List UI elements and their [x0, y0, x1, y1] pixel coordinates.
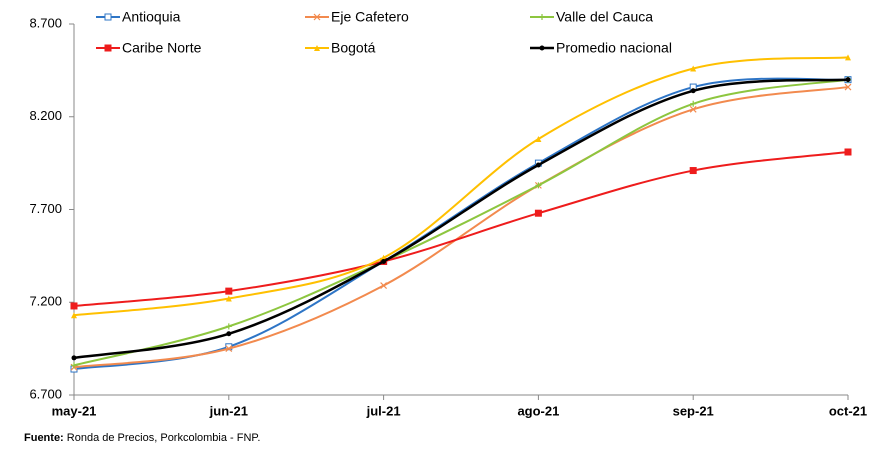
series-marker: [535, 136, 542, 143]
y-tick-label: 6.700: [29, 386, 62, 401]
series-marker: [534, 209, 542, 217]
y-tick-label: 8.200: [29, 108, 62, 123]
y-tick-label: 7.200: [29, 294, 62, 309]
series-marker: [71, 355, 77, 361]
legend-marker: [104, 44, 112, 52]
y-tick-label: 8.700: [29, 15, 62, 30]
series-marker: [71, 362, 77, 369]
legend-label: Valle del Cauca: [556, 9, 653, 25]
x-tick-label: ago-21: [517, 403, 559, 418]
legend-marker: [314, 45, 320, 51]
series-line: [73, 151, 849, 307]
series-marker: [225, 323, 232, 330]
x-tick-label: sep-21: [673, 403, 714, 418]
legend-marker: [313, 13, 321, 21]
source-label: Fuente:: [24, 432, 64, 444]
series-marker: [71, 312, 77, 319]
series-marker: [381, 258, 387, 264]
x-tick-label: may-21: [52, 403, 97, 418]
series-marker: [70, 302, 78, 310]
series-marker: [689, 167, 697, 175]
series-marker: [225, 287, 233, 295]
legend-marker: [539, 45, 545, 51]
series-marker: [845, 77, 851, 83]
x-tick-label: oct-21: [829, 403, 867, 418]
series-marker: [535, 162, 541, 168]
legend-label: Caribe Norte: [122, 40, 202, 56]
series-marker: [689, 105, 697, 113]
series-marker: [690, 100, 697, 107]
legend-label: Eje Cafetero: [331, 9, 409, 25]
series-marker: [844, 83, 852, 91]
x-tick-label: jul-21: [366, 403, 401, 418]
series-marker: [225, 345, 233, 353]
source-text: Ronda de Precios, Porkcolombia - FNP.: [67, 432, 261, 444]
series-marker: [690, 88, 696, 94]
series-line: [73, 78, 849, 367]
x-tick-label: jun-21: [209, 403, 248, 418]
series-marker: [226, 331, 232, 337]
series-line: [73, 86, 849, 369]
series-marker: [690, 65, 697, 72]
series-marker: [225, 295, 232, 302]
series-marker: [844, 148, 852, 156]
series-line: [73, 56, 849, 317]
legend-marker: [539, 14, 545, 20]
legend-marker: [104, 13, 112, 21]
series-marker: [225, 343, 233, 351]
legend-label: Promedio nacional: [556, 40, 672, 56]
series-marker: [845, 54, 851, 61]
source: Fuente: Ronda de Precios, Porkcolombia -…: [24, 432, 260, 444]
series-marker: [380, 282, 388, 289]
legend-label: Antioquia: [122, 9, 181, 25]
series-line: [73, 78, 849, 360]
y-tick-label: 7.700: [29, 201, 62, 216]
legend-label: Bogotá: [331, 40, 376, 56]
series-marker: [535, 182, 542, 189]
